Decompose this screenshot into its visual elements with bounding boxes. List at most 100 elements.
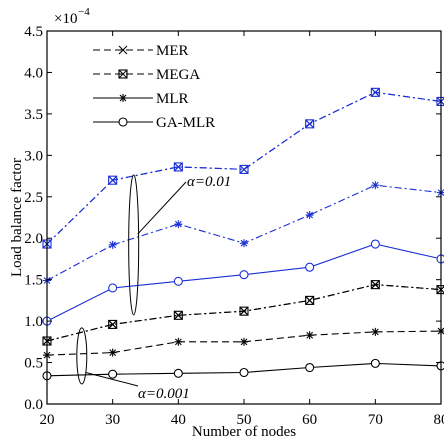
data-point-mer-2-6 bbox=[370, 280, 380, 290]
data-point-ga-mlr-2-5 bbox=[305, 362, 315, 373]
data-point-mlr-2-5 bbox=[305, 331, 314, 340]
data-point-ga-mlr-1-4 bbox=[239, 270, 249, 280]
y-tick-label: 4.5 bbox=[24, 24, 43, 40]
y-tick-label: 1.5 bbox=[24, 273, 43, 289]
legend-marker-square bbox=[118, 69, 128, 79]
annotations: α=0.01 α=0.001 bbox=[76, 174, 231, 402]
data-point-mer-2-4 bbox=[239, 306, 249, 316]
data-point-mer-1-2 bbox=[108, 175, 118, 185]
x-tick-label: 60 bbox=[302, 412, 317, 428]
series-line-mega-2 bbox=[46, 284, 442, 342]
y-tick-label: 4.0 bbox=[24, 65, 43, 81]
y-tick-label: 3.5 bbox=[24, 107, 43, 123]
data-point-mer-2-2 bbox=[108, 320, 118, 329]
data-point-mer-2-5 bbox=[305, 295, 315, 305]
legend-marker-circle bbox=[118, 117, 128, 127]
data-point-mer-1-4 bbox=[239, 165, 249, 174]
x-tick-label: 80 bbox=[434, 412, 444, 428]
data-point-mer-2-3 bbox=[173, 310, 183, 320]
y-tick-2.0: 2.0 bbox=[24, 231, 441, 247]
legend-label: MER bbox=[156, 43, 189, 59]
data-point-mlr-2-2 bbox=[108, 348, 117, 357]
x-tick-label: 70 bbox=[368, 412, 383, 428]
series-line-ga-mlr-1 bbox=[46, 243, 442, 322]
y-tick-3.0: 3.0 bbox=[24, 148, 441, 164]
annotation-leader-2 bbox=[85, 372, 139, 387]
x-tick-30: 30 bbox=[105, 31, 120, 428]
legend-marker-x bbox=[118, 45, 128, 55]
y-tick-label: 0.0 bbox=[24, 397, 43, 413]
y-axis-label: Load balance factor bbox=[9, 158, 25, 277]
data-point-ga-mlr-1-6 bbox=[370, 239, 380, 249]
plot-frame bbox=[46, 30, 442, 405]
y-tick-label: 0.5 bbox=[24, 356, 43, 372]
y-tick-3.5: 3.5 bbox=[24, 107, 441, 123]
data-point-ga-mlr-2-6 bbox=[370, 358, 380, 368]
data-point-mlr-1-5 bbox=[305, 211, 314, 220]
data-point-ga-mlr-1-3 bbox=[173, 276, 183, 286]
x-tick-label: 50 bbox=[237, 412, 252, 428]
data-point-mer-1-3 bbox=[173, 162, 183, 172]
data-point-mlr-1-4 bbox=[240, 239, 248, 248]
legend-entry-ga-mlr: GA-MLR bbox=[93, 115, 215, 131]
legend-label: MEGA bbox=[156, 67, 200, 83]
y-tick-label: 2.0 bbox=[24, 231, 43, 247]
legend-marker-asterisk bbox=[119, 94, 127, 102]
series-line-mlr-1 bbox=[46, 184, 442, 281]
x-tick-20: 20 bbox=[40, 31, 55, 428]
y-tick-0.0: 0.0 bbox=[24, 397, 441, 413]
legend: MER MEGA MLR GA-MLR bbox=[93, 43, 215, 131]
series-lines bbox=[42, 87, 444, 381]
x-tick-80: 80 bbox=[434, 31, 444, 428]
y-scale-exponent: −4 bbox=[78, 6, 90, 18]
data-point-ga-mlr-2-2 bbox=[108, 369, 118, 379]
x-tick-60: 60 bbox=[302, 31, 317, 428]
data-point-mlr-1-6 bbox=[371, 181, 380, 190]
y-tick-label: 3.0 bbox=[24, 148, 43, 164]
x-tick-label: 40 bbox=[171, 412, 186, 428]
x-tick-70: 70 bbox=[368, 31, 383, 428]
y-tick-0.5: 0.5 bbox=[24, 356, 441, 372]
data-point-mlr-2-3 bbox=[174, 337, 183, 346]
series-group-1 bbox=[42, 87, 444, 326]
annotation-ellipse-2 bbox=[76, 327, 88, 385]
y-tick-label: 1.0 bbox=[24, 314, 43, 330]
legend-entry-mlr: MLR bbox=[93, 91, 189, 107]
y-tick-4.5: 4.5 bbox=[24, 24, 441, 40]
y-tick-1.0: 1.0 bbox=[24, 314, 441, 330]
annotation-ellipse-1 bbox=[128, 174, 140, 316]
legend-label: GA-MLR bbox=[156, 115, 215, 131]
y-tick-1.5: 1.5 bbox=[24, 273, 441, 289]
x-tick-label: 30 bbox=[105, 412, 120, 428]
x-tick-50: 50 bbox=[237, 31, 252, 428]
x-axis-label: Number of nodes bbox=[192, 424, 296, 440]
data-point-mer-1-6 bbox=[370, 87, 380, 97]
data-point-mlr-1-3 bbox=[174, 220, 183, 229]
annotation-label-1: α=0.01 bbox=[187, 174, 231, 190]
legend-label: MLR bbox=[156, 91, 189, 107]
data-point-ga-mlr-2-4 bbox=[239, 367, 249, 378]
y-scale-base: ×10 bbox=[54, 11, 77, 27]
y-tick-4.0: 4.0 bbox=[24, 65, 441, 81]
annotation-label-2: α=0.001 bbox=[138, 386, 190, 402]
x-tick-label: 20 bbox=[40, 412, 55, 428]
data-point-ga-mlr-1-5 bbox=[305, 262, 315, 272]
legend-entry-mega: MEGA bbox=[93, 67, 200, 83]
series-line-mega-1 bbox=[46, 91, 442, 245]
data-point-mlr-2-4 bbox=[240, 337, 248, 346]
series-group-2 bbox=[42, 280, 444, 381]
data-point-mlr-2-6 bbox=[371, 327, 380, 336]
data-point-mer-1-5 bbox=[305, 119, 315, 129]
annotation-leader-1 bbox=[137, 181, 187, 235]
y-scale-factor: ×10 −4 bbox=[54, 6, 90, 27]
series-line-mer-1 bbox=[46, 91, 442, 245]
data-point-mlr-1-2 bbox=[108, 240, 117, 249]
data-point-ga-mlr-2-3 bbox=[173, 368, 183, 378]
legend-entry-mer: MER bbox=[93, 43, 189, 59]
series-line-mer-2 bbox=[46, 284, 442, 342]
x-tick-40: 40 bbox=[171, 31, 186, 428]
axes: 20 30 40 50 60 70 80 0.0 0.5 1.0 1.5 2.0 2.5 3.0 3.5 4.… bbox=[9, 6, 444, 440]
y-tick-2.5: 2.5 bbox=[24, 190, 441, 206]
y-tick-label: 2.5 bbox=[24, 190, 43, 206]
